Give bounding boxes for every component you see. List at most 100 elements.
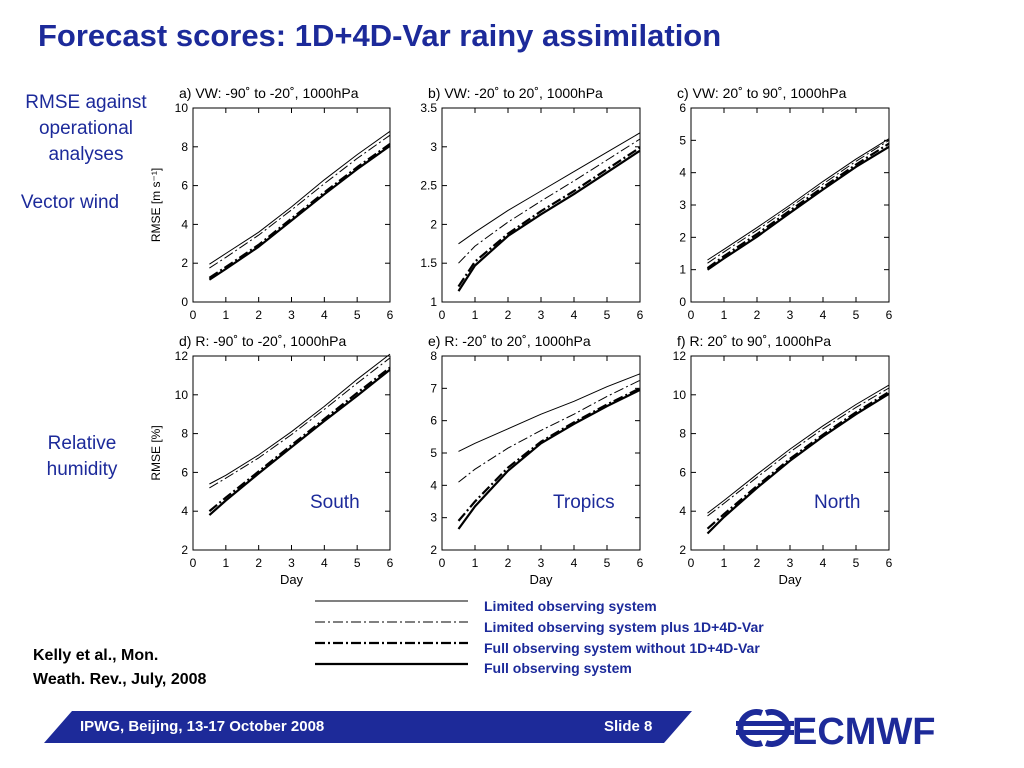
region-label-tropics: Tropics bbox=[553, 492, 615, 513]
y-tick-label: 1.5 bbox=[420, 256, 437, 270]
series-line-1 bbox=[458, 132, 641, 245]
series-line-1 bbox=[707, 138, 890, 261]
x-tick-label: 3 bbox=[538, 308, 545, 322]
reference-line-1: Kelly et al., Mon. bbox=[33, 647, 159, 664]
series-line-1 bbox=[707, 384, 890, 514]
humidity-label-line-1: Relative bbox=[47, 433, 117, 454]
series-line-2 bbox=[707, 387, 890, 517]
footer-event: IPWG, Beijing, 13-17 October 2008 bbox=[80, 718, 325, 735]
y-tick-label: 12 bbox=[673, 349, 687, 363]
humidity-label-line-2: humidity bbox=[46, 459, 118, 480]
x-tick-label: 2 bbox=[255, 308, 262, 322]
x-tick-label: 2 bbox=[754, 308, 761, 322]
y-tick-label: 2.5 bbox=[420, 179, 437, 193]
y-tick-label: 2 bbox=[430, 217, 437, 231]
x-axis-label: Day bbox=[778, 572, 802, 587]
x-tick-label: 5 bbox=[604, 556, 611, 570]
x-tick-label: 6 bbox=[886, 556, 893, 570]
chart-title: a) VW: -90˚ to -20˚, 1000hPa bbox=[179, 85, 359, 101]
x-axis-label: Day bbox=[280, 572, 304, 587]
footer-bar bbox=[44, 711, 692, 743]
series-line-2 bbox=[209, 134, 391, 269]
series-line-1 bbox=[458, 373, 641, 452]
x-tick-label: 0 bbox=[688, 308, 695, 322]
x-tick-label: 2 bbox=[255, 556, 262, 570]
y-tick-label: 10 bbox=[175, 101, 189, 115]
y-tick-label: 2 bbox=[181, 256, 188, 270]
slide-title: Forecast scores: 1D+4D-Var rainy assimil… bbox=[38, 18, 722, 53]
y-tick-label: 10 bbox=[175, 388, 189, 402]
chart-title: e) R: -20˚ to 20˚, 1000hPa bbox=[428, 333, 591, 349]
y-tick-label: 5 bbox=[679, 133, 686, 147]
x-tick-label: 0 bbox=[190, 556, 197, 570]
series-line-2 bbox=[458, 379, 641, 483]
series-line-3 bbox=[208, 143, 391, 279]
reference-citation: Kelly et al., Mon. Weath. Rev., July, 20… bbox=[33, 644, 206, 692]
y-tick-label: 8 bbox=[181, 427, 188, 441]
chart-panel-5: e) R: -20˚ to 20˚, 1000hPa 0 1 2 3 4 5 6 2 3 4 5 6 7 8… bbox=[428, 333, 644, 587]
y-axis-label: RMSE [m s⁻¹] bbox=[149, 168, 163, 242]
region-label-north: North bbox=[814, 492, 861, 513]
series-line-4 bbox=[208, 368, 391, 516]
ecmwf-logo-icon bbox=[737, 709, 791, 747]
y-tick-label: 8 bbox=[679, 427, 686, 441]
x-tick-label: 1 bbox=[721, 556, 728, 570]
legend-label-full-without-var: Full observing system without 1D+4D-Var bbox=[484, 640, 760, 656]
plot-frame bbox=[192, 107, 391, 303]
legend-label-full: Full observing system bbox=[484, 660, 632, 676]
rmse-label-line-3: analyses bbox=[48, 144, 124, 165]
chart-panel-1: a) VW: -90˚ to -20˚, 1000hPa 0 1 2 3 4 5 6 0 2 4 6 8… bbox=[149, 85, 394, 322]
vector-wind-label: Vector wind bbox=[20, 192, 120, 213]
y-tick-label: 4 bbox=[679, 166, 686, 180]
series-line-4 bbox=[457, 149, 641, 292]
x-tick-label: 4 bbox=[820, 308, 827, 322]
x-tick-label: 1 bbox=[222, 308, 229, 322]
reference-line-2: Weath. Rev., July, 2008 bbox=[33, 671, 207, 688]
y-tick-label: 2 bbox=[181, 543, 188, 557]
chart-title: f) R: 20˚ to 90˚, 1000hPa bbox=[677, 333, 831, 349]
x-tick-label: 3 bbox=[787, 308, 794, 322]
chart-title: d) R: -90˚ to -20˚, 1000hPa bbox=[179, 333, 347, 349]
series-line-4 bbox=[706, 392, 890, 535]
series-line-3 bbox=[706, 390, 890, 530]
series-line-1 bbox=[209, 130, 391, 265]
y-tick-label: 6 bbox=[181, 465, 188, 479]
series-line-4 bbox=[706, 145, 890, 271]
x-tick-label: 0 bbox=[688, 556, 695, 570]
x-tick-label: 1 bbox=[721, 308, 728, 322]
series-line-3 bbox=[208, 366, 391, 513]
series-line-2 bbox=[458, 138, 641, 264]
y-tick-label: 0 bbox=[679, 295, 686, 309]
series-line-4 bbox=[457, 388, 641, 530]
y-tick-label: 2 bbox=[430, 543, 437, 557]
y-tick-label: 6 bbox=[430, 414, 437, 428]
x-tick-label: 5 bbox=[604, 308, 611, 322]
x-tick-label: 3 bbox=[288, 556, 295, 570]
x-tick-label: 6 bbox=[387, 556, 394, 570]
y-axis-label: RMSE [%] bbox=[149, 425, 163, 480]
region-label-south: South bbox=[310, 492, 360, 513]
x-tick-label: 1 bbox=[472, 556, 479, 570]
humidity-row-label: Relative humidity bbox=[24, 431, 140, 483]
chart-panel-3: c) VW: 20˚ to 90˚, 1000hPa 0 1 2 3 4 5 6 0 1 2 3 4 5 6 bbox=[677, 85, 893, 322]
y-tick-label: 10 bbox=[673, 388, 687, 402]
y-tick-label: 1 bbox=[679, 263, 686, 277]
plot-frame bbox=[441, 107, 641, 303]
x-tick-label: 1 bbox=[222, 556, 229, 570]
x-tick-label: 2 bbox=[754, 556, 761, 570]
y-tick-label: 1 bbox=[430, 295, 437, 309]
y-tick-label: 8 bbox=[181, 140, 188, 154]
x-tick-label: 4 bbox=[321, 556, 328, 570]
x-tick-label: 5 bbox=[853, 556, 860, 570]
y-tick-label: 12 bbox=[175, 349, 189, 363]
x-tick-label: 4 bbox=[571, 556, 578, 570]
y-tick-label: 2 bbox=[679, 543, 686, 557]
x-tick-label: 4 bbox=[321, 308, 328, 322]
y-tick-label: 5 bbox=[430, 446, 437, 460]
ecmwf-logo-text: ECMWF bbox=[792, 711, 936, 752]
x-tick-label: 6 bbox=[387, 308, 394, 322]
x-tick-label: 6 bbox=[637, 308, 644, 322]
